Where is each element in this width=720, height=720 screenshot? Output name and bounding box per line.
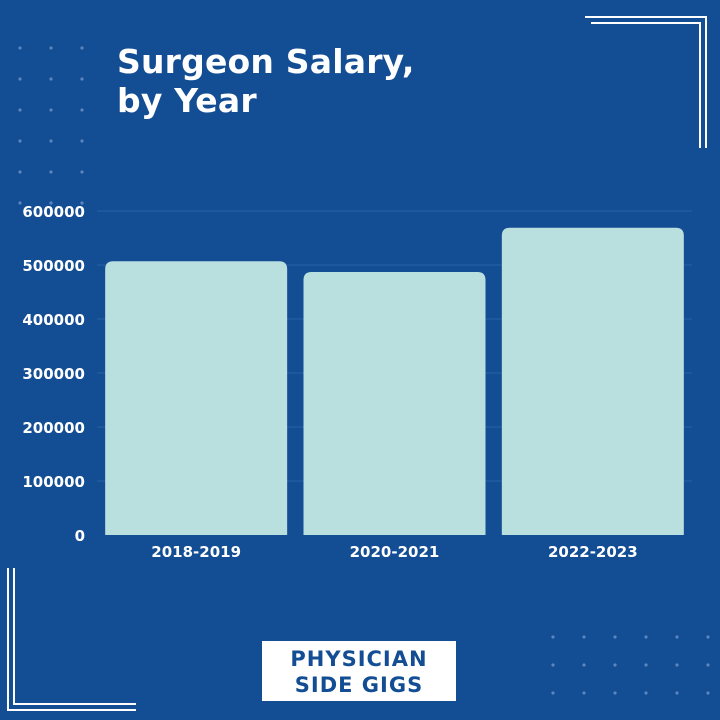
decor-dot	[80, 46, 84, 50]
x-axis-ticks: 2018-2019 2020-2021 2022-2023	[151, 543, 637, 561]
y-tick-label: 100000	[22, 473, 85, 491]
decor-dot	[80, 77, 84, 81]
decor-dot	[675, 663, 679, 667]
decor-dot	[80, 201, 84, 205]
decor-dot	[49, 108, 53, 112]
corner-bracket-top-right-inner	[591, 22, 701, 148]
decorations	[7, 16, 710, 711]
y-tick-label: 500000	[22, 257, 85, 275]
decor-dot	[613, 663, 617, 667]
decor-dot	[644, 691, 648, 695]
decor-dot	[706, 635, 710, 639]
chart-title-line-1: Surgeon Salary,	[117, 42, 415, 81]
y-tick-label: 400000	[22, 311, 85, 329]
y-tick-label: 200000	[22, 419, 85, 437]
decor-dot	[18, 46, 22, 50]
decor-dot	[551, 663, 555, 667]
x-tick-label: 2020-2021	[350, 543, 440, 561]
decor-dot	[49, 139, 53, 143]
decor-dot	[706, 691, 710, 695]
x-tick-label: 2022-2023	[548, 543, 638, 561]
decor-dot	[551, 635, 555, 639]
decor-dot	[644, 635, 648, 639]
bar	[105, 261, 288, 535]
decor-dot	[80, 170, 84, 174]
decor-dot	[675, 691, 679, 695]
decor-dot	[49, 170, 53, 174]
y-axis-ticks: 0 100000 200000 300000 400000 500000 600000	[22, 203, 85, 545]
decor-dot	[551, 691, 555, 695]
y-tick-label: 0	[75, 527, 85, 545]
bar	[303, 272, 486, 535]
decor-dot	[80, 108, 84, 112]
y-tick-label: 600000	[22, 203, 85, 221]
decor-dot	[80, 139, 84, 143]
chart-title: Surgeon Salary, by Year	[117, 42, 415, 120]
decor-dot	[582, 635, 586, 639]
logo-line-1: PHYSICIAN	[290, 647, 428, 671]
decor-dot	[18, 108, 22, 112]
y-tick-label: 300000	[22, 365, 85, 383]
decor-dot	[582, 691, 586, 695]
brand-logo: PHYSICIAN SIDE GIGS	[262, 641, 456, 701]
decor-dot	[49, 77, 53, 81]
decor-dot	[18, 139, 22, 143]
decor-dot	[18, 170, 22, 174]
corner-bracket-bottom-left-inner	[13, 568, 136, 705]
decor-dot	[49, 201, 53, 205]
x-tick-label: 2018-2019	[151, 543, 241, 561]
decor-dot	[675, 635, 679, 639]
corner-bracket-bottom-left	[7, 568, 136, 711]
decor-dot	[613, 635, 617, 639]
corner-bracket-top-right	[585, 16, 707, 148]
decor-dot	[644, 663, 648, 667]
logo-line-2: SIDE GIGS	[294, 673, 424, 697]
decor-dot	[706, 663, 710, 667]
decor-dot	[613, 691, 617, 695]
bar	[501, 227, 684, 536]
decor-dot	[18, 77, 22, 81]
chart-title-line-2: by Year	[117, 81, 257, 120]
decor-dot	[18, 201, 22, 205]
decor-dot	[49, 46, 53, 50]
decor-dot	[582, 663, 586, 667]
bars	[105, 227, 684, 536]
